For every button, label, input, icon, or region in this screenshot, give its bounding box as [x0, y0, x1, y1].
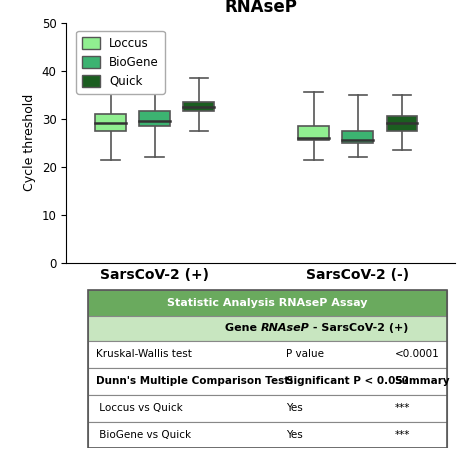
FancyBboxPatch shape [88, 290, 447, 316]
Y-axis label: Cycle threshold: Cycle threshold [23, 94, 36, 191]
Text: RNAseP: RNAseP [261, 323, 310, 333]
Bar [139, 111, 170, 126]
Bar [183, 102, 214, 111]
FancyBboxPatch shape [88, 316, 447, 341]
Text: ***: *** [394, 430, 410, 440]
Text: <0.0001: <0.0001 [394, 349, 439, 359]
Text: Dunn's Multiple Comparison Test:: Dunn's Multiple Comparison Test: [96, 376, 294, 386]
Text: Statistic Analysis RNAseP Assay: Statistic Analysis RNAseP Assay [167, 298, 367, 308]
Text: Summary: Summary [394, 376, 450, 386]
Text: Yes: Yes [286, 430, 303, 440]
Text: P value: P value [286, 349, 324, 359]
Text: - SarsCoV-2 (+): - SarsCoV-2 (+) [309, 323, 409, 333]
FancyBboxPatch shape [88, 422, 447, 448]
Text: Yes: Yes [286, 403, 303, 413]
Bar [342, 131, 374, 143]
Text: Gene: Gene [225, 323, 261, 333]
Text: Loccus vs Quick: Loccus vs Quick [96, 403, 183, 413]
Title: RNAseP: RNAseP [224, 0, 297, 15]
Text: ***: *** [394, 403, 410, 413]
Text: BioGene vs Quick: BioGene vs Quick [96, 430, 191, 440]
Text: Kruskal-Wallis test: Kruskal-Wallis test [96, 349, 192, 359]
Bar [387, 116, 418, 131]
Legend: Loccus, BioGene, Quick: Loccus, BioGene, Quick [76, 31, 165, 94]
Text: Significant P < 0.05?: Significant P < 0.05? [286, 376, 409, 386]
FancyBboxPatch shape [88, 395, 447, 422]
Bar [298, 126, 329, 140]
FancyBboxPatch shape [88, 341, 447, 368]
Bar [95, 114, 126, 131]
FancyBboxPatch shape [88, 368, 447, 395]
